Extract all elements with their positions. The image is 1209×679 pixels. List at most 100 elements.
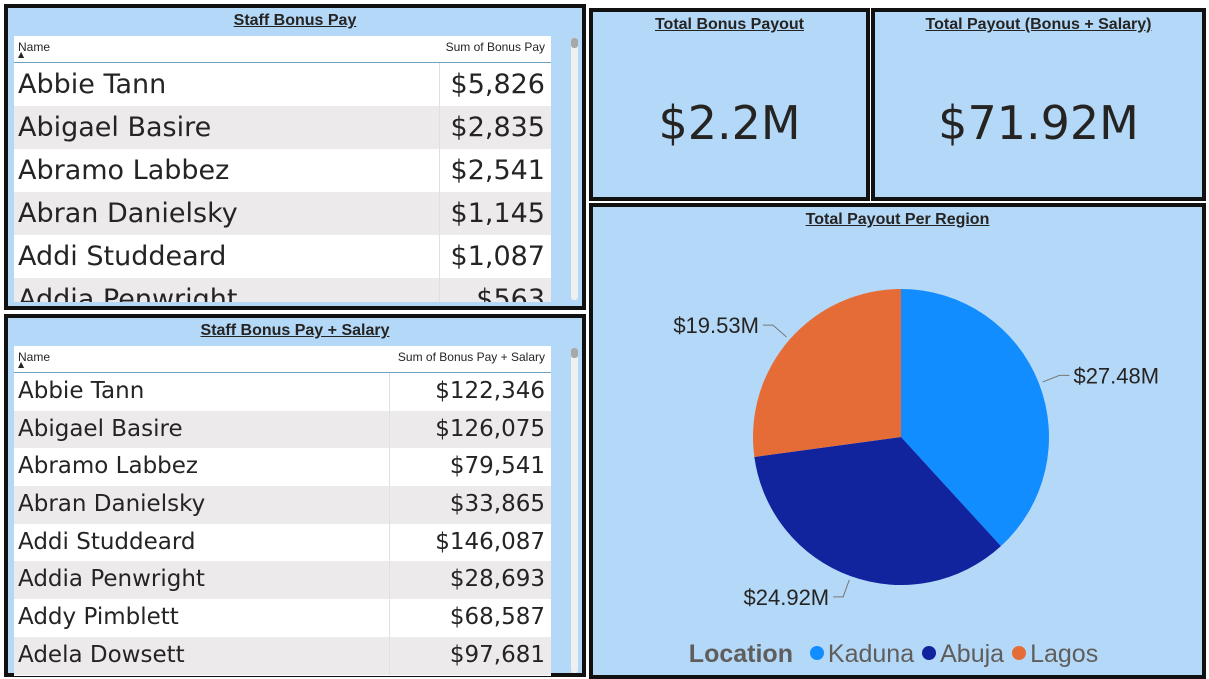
column-header-bonus-pay[interactable]: Sum of Bonus Pay [445, 40, 545, 54]
column-divider [439, 192, 440, 235]
column-divider [389, 373, 390, 411]
cell-name: Addi Studdeard [18, 241, 227, 272]
data-label-lagos: $19.53M [673, 313, 759, 338]
table-row[interactable]: Addi Studdeard $146,087 [14, 523, 551, 562]
column-divider [439, 278, 440, 302]
cell-value: $122,346 [435, 378, 545, 404]
legend-item-kaduna[interactable]: Kaduna [809, 640, 915, 668]
column-divider [389, 523, 390, 562]
cell-value: $68,587 [449, 604, 545, 631]
data-label-abuja: $24.92M [744, 585, 830, 610]
cell-value: $5,826 [450, 69, 545, 100]
table-row[interactable]: Abbie Tann $122,346 [14, 373, 551, 411]
column-divider [439, 63, 440, 106]
cell-name: Addia Penwright [18, 566, 205, 593]
cell-name: Adela Dowsett [18, 641, 185, 668]
kpi-bonus-card: Total Bonus Payout $2.2M [589, 8, 870, 201]
kpi-bonus-value: $2.2M [658, 96, 801, 150]
table-row[interactable]: Abran Danielsky $1,145 [14, 192, 551, 235]
column-divider [439, 149, 440, 192]
sort-ascending-icon: ▲ [18, 50, 25, 59]
column-divider [389, 410, 390, 449]
cell-name: Abbie Tann [18, 69, 167, 100]
cell-name: Abbie Tann [18, 378, 145, 404]
cell-name: Addi Studdeard [18, 528, 196, 555]
table-row[interactable]: Addia Penwright $563 [14, 278, 551, 302]
pie-chart: $27.48M $24.92M $19.53M [673, 289, 1159, 610]
legend-item-lagos[interactable]: Lagos [1012, 640, 1098, 668]
cell-value: $146,087 [435, 528, 545, 555]
bonus-table-body: Abbie Tann $5,826 Abigael Basire $2,835 Abra… [14, 63, 551, 302]
column-divider [389, 599, 390, 637]
cell-value: $28,693 [449, 566, 545, 593]
column-divider [389, 486, 390, 524]
bonus-table-header: Name ▲ Sum of Bonus Pay [14, 36, 551, 63]
table-row[interactable]: Abran Danielsky $33,865 [14, 486, 551, 524]
cell-value: $126,075 [435, 415, 545, 442]
cell-name: Abran Danielsky [18, 491, 206, 518]
cell-value: $2,541 [450, 155, 545, 186]
column-divider [439, 235, 440, 278]
pie-slice-lagos[interactable] [753, 289, 901, 457]
cell-value: $97,681 [449, 641, 545, 668]
leader-line [833, 579, 850, 598]
region-pie-panel: Total Payout Per Region $27.48M $24.92M $1… [589, 203, 1206, 679]
column-header-name[interactable]: Name [18, 40, 51, 54]
kpi-bonus-title: Total Bonus Payout [654, 16, 805, 33]
column-header-name[interactable]: Name [18, 350, 51, 364]
table-row[interactable]: Abigael Basire $126,075 [14, 410, 551, 449]
table-row[interactable]: Addia Penwright $28,693 [14, 561, 551, 600]
table-row[interactable]: Abigael Basire $2,835 [14, 106, 551, 149]
scrollbar-thumb[interactable] [571, 348, 578, 358]
salary-table-scrollbar[interactable] [571, 348, 578, 673]
cell-name: Abran Danielsky [18, 198, 238, 229]
legend-marker-icon [922, 646, 937, 660]
bonus-table-scrollbar[interactable] [571, 38, 578, 300]
legend-title: Location [688, 640, 793, 668]
cell-name: Addy Pimblett [18, 604, 179, 631]
legend-label: Kaduna [827, 640, 915, 668]
pie-slice-kaduna[interactable] [901, 289, 1049, 547]
kpi-total-value: $71.92M [938, 96, 1139, 150]
chart-title: Total Payout Per Region [805, 211, 990, 228]
scrollbar-thumb[interactable] [571, 38, 578, 48]
salary-table-panel: Staff Bonus Pay + Salary Name ▲ Sum of B… [4, 314, 586, 677]
cell-value: $1,087 [450, 241, 545, 272]
table-row[interactable]: Abbie Tann $5,826 [14, 63, 551, 106]
cell-value: $79,541 [449, 453, 545, 480]
cell-name: Abramo Labbez [18, 155, 230, 186]
salary-table-header: Name ▲ Sum of Bonus Pay + Salary [14, 346, 551, 373]
table-row[interactable]: Addy Pimblett $68,587 [14, 599, 551, 637]
legend-marker-icon [1012, 646, 1027, 660]
legend-label: Abuja [940, 640, 1005, 668]
salary-table-body: Abbie Tann $122,346 Abigael Basire $126,075… [14, 373, 551, 675]
column-divider [389, 561, 390, 600]
column-divider [439, 106, 440, 149]
legend-marker-icon [809, 646, 824, 660]
cell-name: Abramo Labbez [18, 453, 199, 480]
column-divider [389, 448, 390, 487]
table-row[interactable]: Adela Dowsett $97,681 [14, 636, 551, 675]
column-divider [389, 636, 390, 675]
data-label-kaduna: $27.48M [1073, 363, 1159, 388]
legend-item-abuja[interactable]: Abuja [922, 640, 1004, 668]
cell-name: Abigael Basire [18, 112, 212, 143]
table-row[interactable]: Addi Studdeard $1,087 [14, 235, 551, 278]
pie-slice-abuja[interactable] [754, 437, 1001, 585]
kpi-total-card: Total Payout (Bonus + Salary) $71.92M [871, 8, 1206, 201]
table-row[interactable]: Abramo Labbez $2,541 [14, 149, 551, 192]
cell-value: $563 [476, 284, 545, 302]
table-row[interactable]: Abramo Labbez $79,541 [14, 448, 551, 487]
cell-name: Addia Penwright [18, 284, 238, 302]
cell-value: $1,145 [450, 198, 545, 229]
bonus-table-panel: Staff Bonus Pay Name ▲ Sum of Bonus Pay … [4, 4, 586, 310]
salary-table-title: Staff Bonus Pay + Salary [200, 322, 390, 339]
chart-legend: Location Kaduna Abuja Lagos [593, 640, 1202, 669]
sort-ascending-icon: ▲ [18, 360, 25, 369]
leader-line [1042, 374, 1070, 383]
column-header-bonus-plus-salary[interactable]: Sum of Bonus Pay + Salary [397, 350, 545, 364]
cell-value: $33,865 [449, 491, 545, 518]
leader-line [762, 324, 787, 338]
bonus-table-title: Staff Bonus Pay [233, 12, 357, 29]
kpi-total-title: Total Payout (Bonus + Salary) [925, 16, 1152, 33]
